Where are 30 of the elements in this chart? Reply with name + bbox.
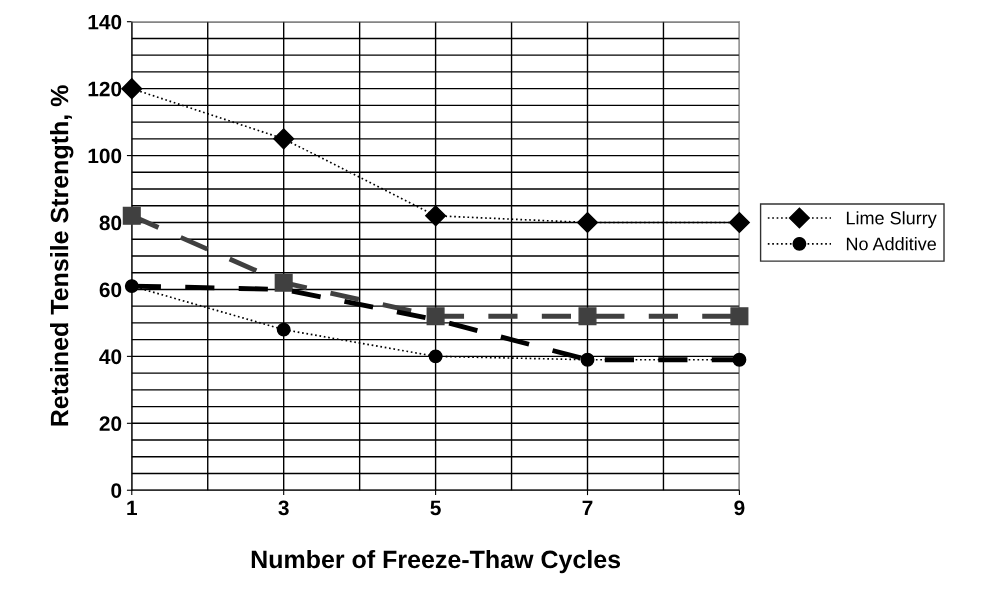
legend-label: No Additive (846, 237, 936, 251)
x-tick-label: 9 (734, 500, 745, 516)
point (122, 206, 141, 225)
point (426, 307, 445, 326)
y-tick-label: 140 (88, 14, 122, 30)
y-tick-label: 0 (111, 483, 122, 498)
point (728, 211, 750, 234)
x-tick-label: 3 (278, 500, 289, 516)
point (425, 205, 447, 227)
point (121, 78, 143, 100)
y-tick-label: 40 (99, 349, 122, 365)
point (428, 349, 443, 364)
point (576, 211, 599, 234)
y-tick-label: 20 (99, 416, 122, 432)
point (273, 128, 295, 150)
x-tick-label: 7 (582, 500, 593, 516)
y-tick-label: 80 (99, 215, 122, 231)
y-axis-title: Retained Tensile Strength, % (50, 85, 74, 426)
point (730, 307, 749, 326)
point (274, 273, 293, 292)
y-tick-label: 100 (88, 148, 122, 164)
y-tick-label: 60 (99, 282, 122, 298)
x-tick-label: 1 (127, 500, 137, 516)
point (578, 307, 597, 326)
x-axis-title: Number of Freeze-Thaw Cycles (251, 549, 621, 574)
x-tick-label: 5 (430, 500, 441, 516)
point (580, 352, 595, 367)
point (276, 322, 291, 337)
legend-label: Lime Slurry (846, 211, 937, 229)
y-tick-label: 120 (88, 81, 122, 97)
